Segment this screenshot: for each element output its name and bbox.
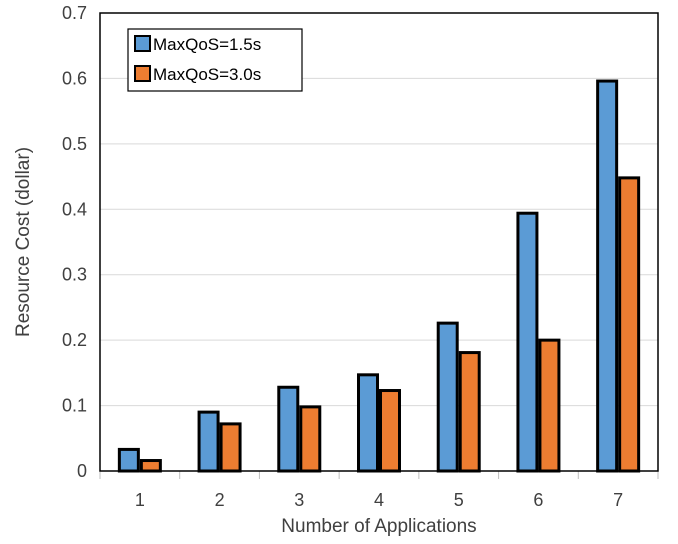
bar-series-2-cat-1 xyxy=(139,459,162,473)
y-axis-ticks: 0 0.1 0.2 0.3 0.4 0.5 0.6 0.7 xyxy=(62,3,87,481)
bar-series-1-cat-1 xyxy=(117,447,140,473)
x-tick-label: 4 xyxy=(374,490,384,510)
legend-swatch xyxy=(134,35,151,52)
x-axis-ticks: 1 2 3 4 5 6 7 xyxy=(99,470,659,510)
x-axis-title: Number of Applications xyxy=(281,516,476,537)
bar-series-2-cat-2 xyxy=(219,422,242,473)
x-tick-label: 5 xyxy=(454,490,464,510)
y-tick-label: 0.5 xyxy=(62,134,87,154)
x-tick-label: 1 xyxy=(135,490,145,510)
y-tick-label: 0.6 xyxy=(62,68,87,88)
bars xyxy=(117,79,641,473)
bar-series-1-cat-5 xyxy=(436,321,459,473)
y-tick-label: 0.2 xyxy=(62,330,87,350)
bar-series-1-cat-3 xyxy=(277,385,300,473)
y-axis-title: Resource Cost (dollar) xyxy=(13,147,34,337)
legend-swatch xyxy=(134,65,151,82)
bar-series-1-cat-7 xyxy=(596,79,619,473)
legend: MaxQoS=1.5s MaxQoS=3.0s xyxy=(127,28,303,92)
y-tick-label: 0.3 xyxy=(62,265,87,285)
y-tick-label: 0.4 xyxy=(62,199,87,219)
legend-label: MaxQoS=1.5s xyxy=(153,35,261,54)
x-tick-label: 6 xyxy=(533,490,543,510)
y-tick-label: 0 xyxy=(77,461,87,481)
y-tick-label: 0.1 xyxy=(62,396,87,416)
bar-series-2-cat-3 xyxy=(299,405,322,473)
bar-series-1-cat-2 xyxy=(197,410,220,473)
bar-series-2-cat-6 xyxy=(538,338,561,473)
y-tick-label: 0.7 xyxy=(62,3,87,23)
bar-series-2-cat-4 xyxy=(379,389,401,473)
x-tick-label: 3 xyxy=(294,490,304,510)
bar-series-1-cat-4 xyxy=(357,373,379,473)
legend-box xyxy=(127,28,303,92)
bar-series-1-cat-6 xyxy=(516,211,539,473)
plot-frame xyxy=(99,12,659,472)
legend-label: MaxQoS=3.0s xyxy=(153,65,261,84)
bar-series-2-cat-5 xyxy=(458,351,481,473)
bar-series-2-cat-7 xyxy=(618,176,641,473)
x-tick-label: 2 xyxy=(215,490,225,510)
x-tick-label: 7 xyxy=(613,490,623,510)
